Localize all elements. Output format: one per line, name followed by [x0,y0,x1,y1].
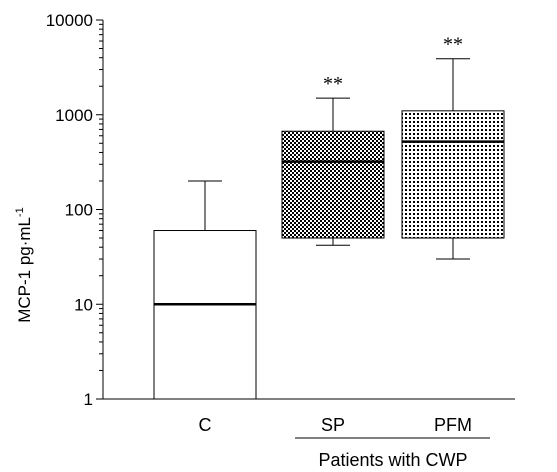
x-category-label: C [199,415,212,435]
x-category-label: PFM [434,415,472,435]
boxes-group: C ** SP ** PFM [153,34,505,435]
y-tick-label: 10 [74,295,93,314]
significance-marker: ** [443,34,463,56]
y-tick-label: 10000 [46,11,93,30]
axes-group: 1 10 100 1000 10000 [46,11,515,409]
y-axis-title: MCP-1 pg·mL-1 [14,207,34,323]
x-category-label: SP [321,415,345,435]
significance-marker: ** [323,73,343,95]
y-tick-label: 1 [84,390,93,409]
y-tick-label: 1000 [55,106,93,125]
y-tick-label: 100 [65,201,93,220]
y-axis-title-main: MCP-1 pg·mL [15,217,34,323]
y-axis-title-superscript: -1 [14,207,26,217]
group-label: Patients with CWP [318,450,467,470]
box-iqr [281,130,385,239]
box-iqr [153,230,257,400]
box-iqr [401,110,505,239]
